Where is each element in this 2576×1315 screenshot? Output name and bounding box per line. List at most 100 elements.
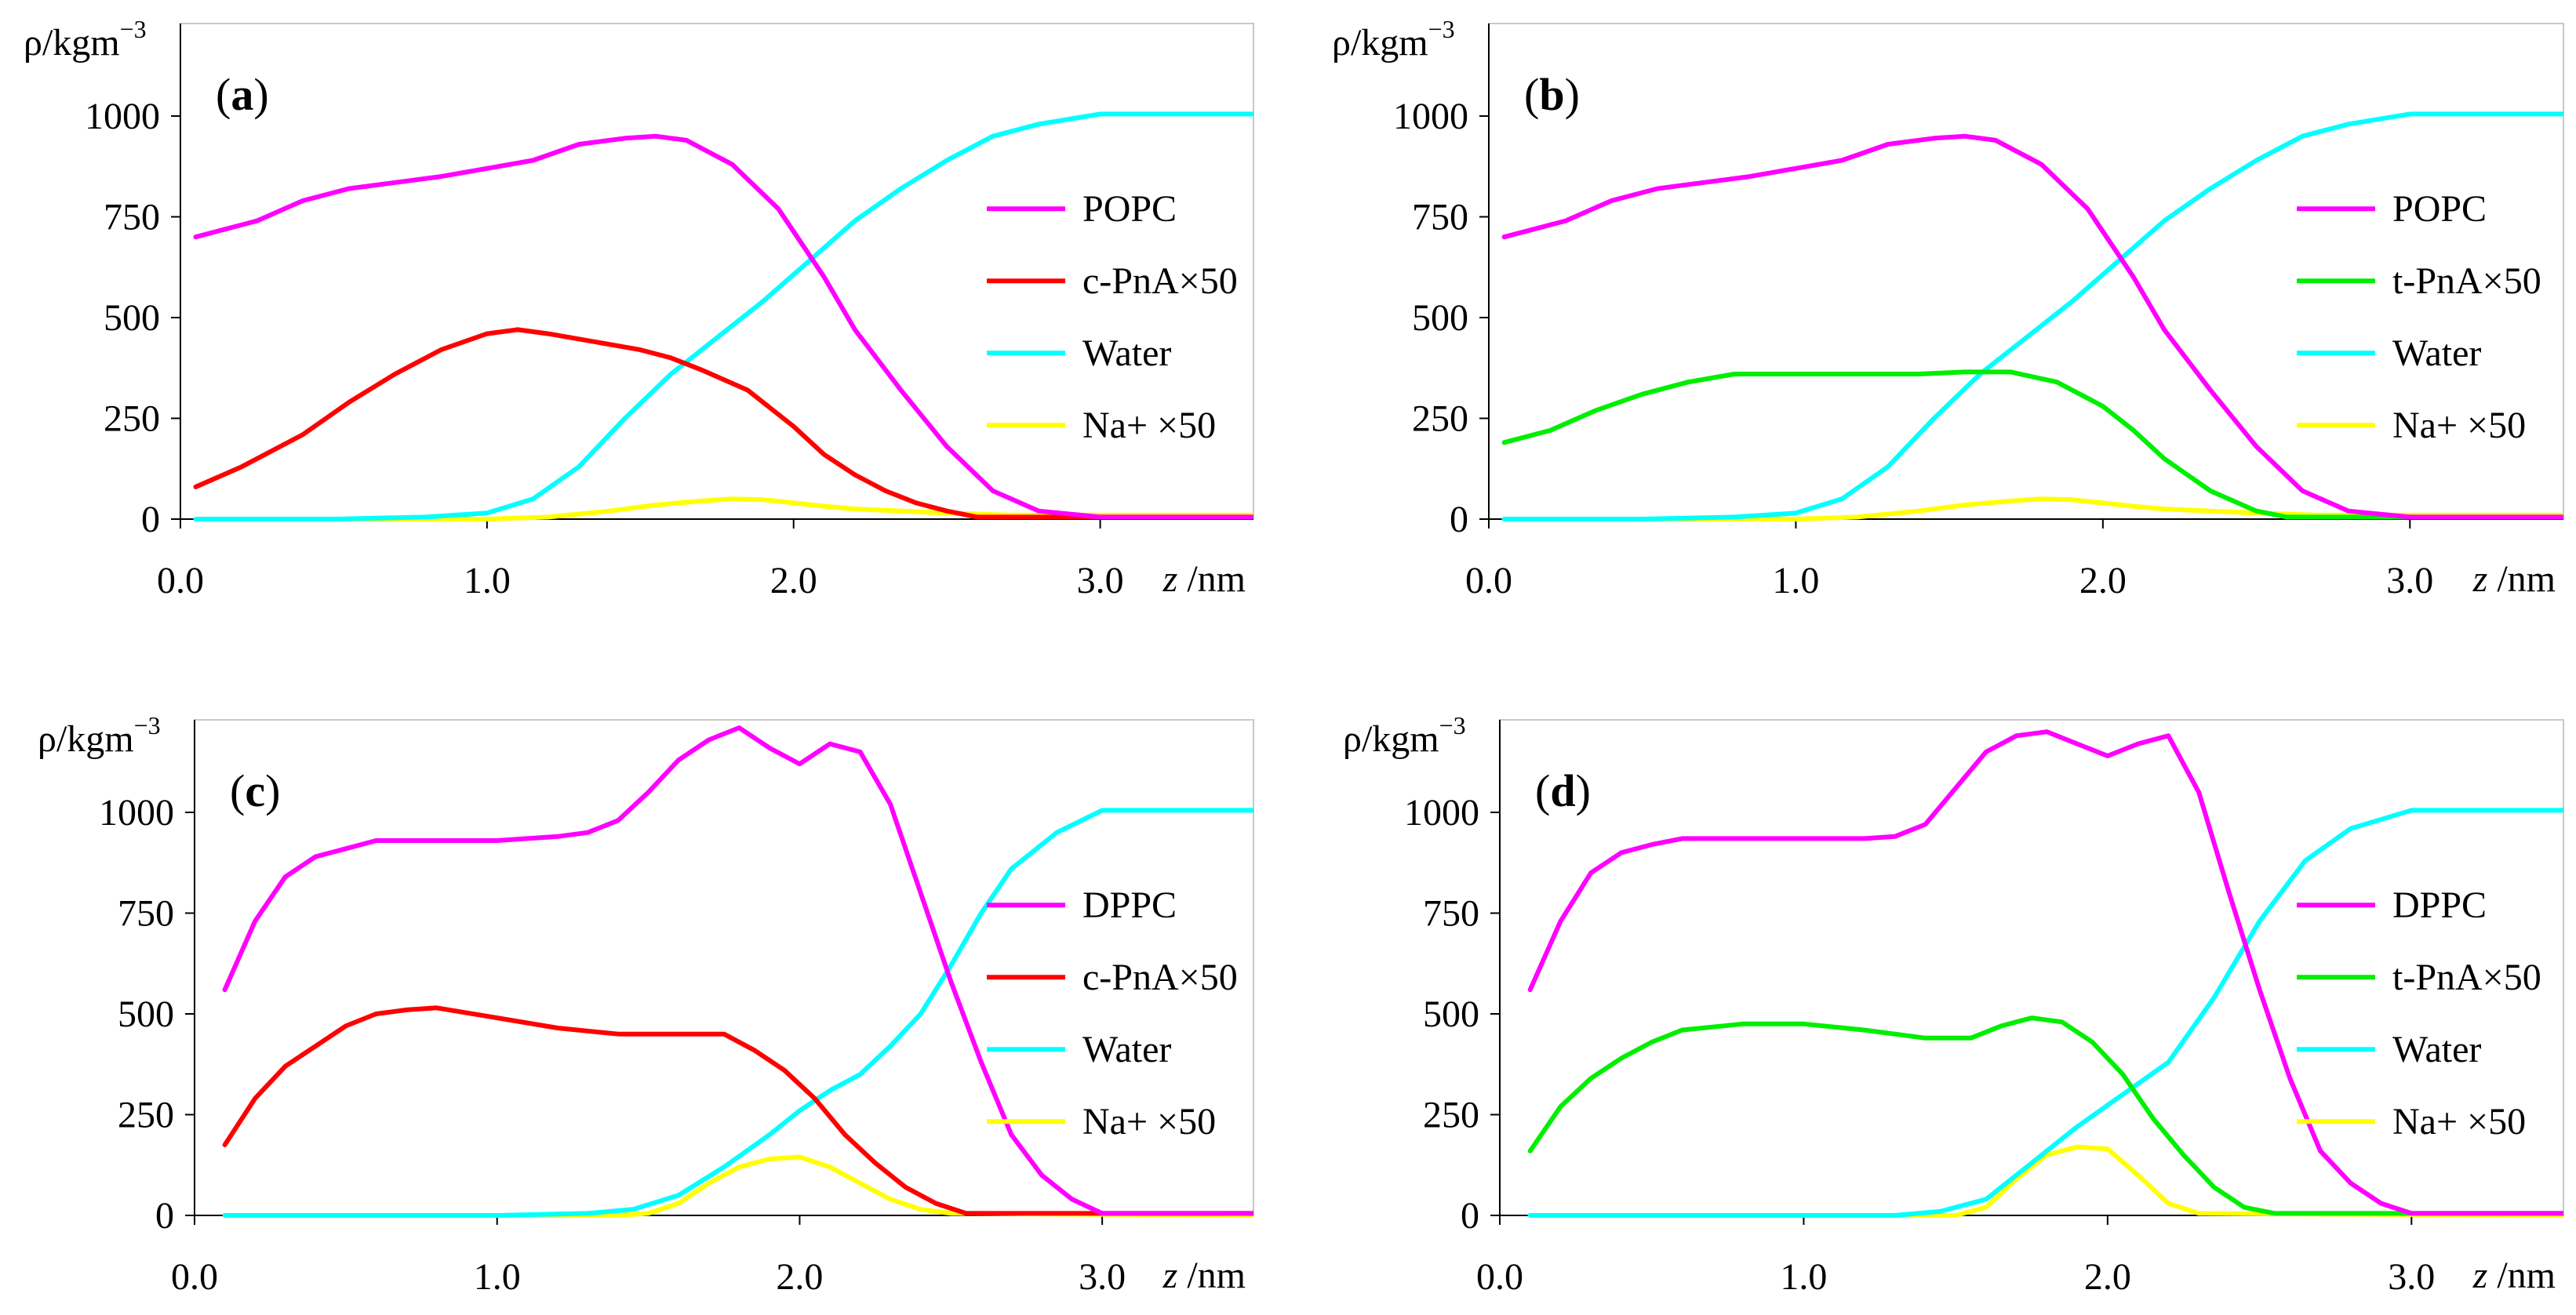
- y-axis-unit: ρ/kgm: [24, 22, 120, 64]
- x-tick-label: 1.0: [1780, 1256, 1827, 1298]
- panel-letter-value: c: [245, 765, 265, 816]
- x-axis-unit: /nm: [1187, 558, 1246, 600]
- series-line-dppc: [222, 725, 1253, 1216]
- legend-label: DPPC: [2392, 885, 2487, 926]
- y-tick-label: 500: [118, 994, 174, 1035]
- x-tick-label: 0.0: [171, 1256, 218, 1298]
- panel-letter-value: d: [1550, 765, 1575, 816]
- y-tick-label: 250: [104, 398, 160, 440]
- y-tick-label: 0: [1461, 1195, 1479, 1237]
- series-line-na-50: [193, 496, 1253, 521]
- panel-b: 0 250 500 750 1000 0.0 1.0 2.0 3.0 z /nm ρ/kgm−3 (b…: [1332, 15, 2564, 601]
- x-tick-label: 2.0: [2079, 560, 2127, 601]
- x-tick-label: 3.0: [1077, 560, 1124, 601]
- x-tick-label: 3.0: [1079, 1256, 1126, 1298]
- panel-a: 0 250 500 750 1000 0.0 1.0 2.0 3.0 z /nm ρ/kgm−3 (a…: [24, 15, 1254, 601]
- panel-letter-value: b: [1539, 69, 1564, 120]
- x-tick-label: 2.0: [776, 1256, 823, 1298]
- x-axis-unit: /nm: [2497, 558, 2556, 600]
- legend: DPPC c-PnA×50 Water Na+ ×50: [987, 885, 1238, 1142]
- y-axis-label: ρ/kgm−3: [1343, 711, 1466, 760]
- series-line-popc: [193, 133, 1253, 520]
- legend-label: Na+ ×50: [1082, 405, 1216, 446]
- panel-c: 0 250 500 750 1000 0.0 1.0 2.0 3.0 z /nm ρ/kgm−3 (c…: [38, 711, 1254, 1298]
- legend: DPPC t-PnA×50 Water Na+ ×50: [2297, 885, 2541, 1142]
- x-axis-variable: z: [1162, 558, 1188, 600]
- y-tick-label: 0: [155, 1195, 174, 1237]
- series-line-dppc: [1527, 729, 2563, 1216]
- x-tick-label: 2.0: [2084, 1256, 2131, 1298]
- series-line-water: [193, 111, 1253, 521]
- legend-label: t-PnA×50: [2392, 260, 2541, 302]
- y-axis-unit: ρ/kgm: [1343, 718, 1439, 760]
- legend-label: Water: [1082, 1029, 1171, 1070]
- series-line-t-pna-50: [1527, 1015, 2563, 1216]
- y-axis-label: ρ/kgm−3: [38, 711, 161, 760]
- legend: POPC c-PnA×50 Water Na+ ×50: [987, 188, 1238, 446]
- legend-label: Water: [2392, 1029, 2481, 1070]
- series-line-c-pna-50: [222, 1005, 1253, 1216]
- panel-letter: (c): [230, 765, 280, 816]
- legend: POPC t-PnA×50 Water Na+ ×50: [2297, 188, 2541, 446]
- x-tick-label: 2.0: [770, 560, 817, 601]
- y-axis-unit: ρ/kgm: [38, 718, 134, 760]
- x-axis-label: z /nm: [1162, 558, 1246, 600]
- x-tick-label: 0.0: [1465, 560, 1512, 601]
- legend-label: POPC: [1082, 188, 1177, 230]
- panel-letter-value: a: [231, 69, 253, 120]
- legend-label: Na+ ×50: [1082, 1101, 1216, 1142]
- y-axis-label: ρ/kgm−3: [24, 15, 147, 64]
- legend-label: t-PnA×50: [2392, 957, 2541, 998]
- series-line-water: [1501, 111, 2563, 521]
- y-tick-label: 500: [1423, 994, 1479, 1035]
- legend-label: Water: [1082, 332, 1171, 374]
- y-tick-label: 750: [104, 197, 160, 238]
- legend-label: c-PnA×50: [1082, 260, 1238, 302]
- y-axis-exponent: −3: [1439, 711, 1466, 739]
- legend-label: POPC: [2392, 188, 2487, 230]
- x-tick-label: 3.0: [2386, 560, 2433, 601]
- panel-letter: (a): [216, 69, 269, 120]
- y-axis-label: ρ/kgm−3: [1332, 15, 1455, 64]
- y-tick-label: 0: [141, 499, 160, 540]
- series-group: [1527, 729, 2563, 1218]
- x-axis-variable: z: [2472, 558, 2498, 600]
- series-line-water: [1527, 808, 2563, 1218]
- y-axis-exponent: −3: [134, 711, 161, 739]
- series-line-t-pna-50: [1501, 369, 2563, 520]
- y-tick-label: 750: [1412, 197, 1468, 238]
- y-axis-unit: ρ/kgm: [1332, 22, 1428, 64]
- y-tick-label: 750: [118, 893, 174, 935]
- y-tick-label: 1000: [85, 96, 160, 137]
- x-axis-label: z /nm: [2472, 1255, 2556, 1296]
- legend-label: Na+ ×50: [2392, 405, 2526, 446]
- y-tick-label: 250: [1423, 1095, 1479, 1136]
- y-tick-label: 1000: [1393, 96, 1468, 137]
- legend-label: Water: [2392, 332, 2481, 374]
- x-axis-label: z /nm: [2472, 558, 2556, 600]
- x-axis-unit: /nm: [2497, 1255, 2556, 1296]
- x-tick-label: 1.0: [474, 1256, 521, 1298]
- x-tick-label: 0.0: [1476, 1256, 1523, 1298]
- y-tick-label: 500: [1412, 297, 1468, 339]
- series-line-na-50: [222, 1154, 1253, 1218]
- series-group: [222, 725, 1253, 1218]
- series-line-water: [222, 808, 1253, 1218]
- series-line-c-pna-50: [193, 327, 1253, 520]
- x-axis-variable: z: [2472, 1255, 2498, 1296]
- y-tick-label: 750: [1423, 893, 1479, 935]
- series-line-na-50: [1501, 496, 2563, 521]
- series-line-popc: [1501, 133, 2563, 520]
- y-tick-label: 0: [1450, 499, 1468, 540]
- x-axis-label: z /nm: [1162, 1255, 1246, 1296]
- x-axis-unit: /nm: [1187, 1255, 1246, 1296]
- y-tick-label: 250: [1412, 398, 1468, 440]
- legend-label: c-PnA×50: [1082, 957, 1238, 998]
- x-axis-variable: z: [1162, 1255, 1188, 1296]
- panel-letter: (d): [1535, 765, 1591, 816]
- panel-letter: (b): [1524, 69, 1580, 120]
- y-tick-label: 250: [118, 1095, 174, 1136]
- legend-label: DPPC: [1082, 885, 1177, 926]
- series-group: [193, 111, 1253, 521]
